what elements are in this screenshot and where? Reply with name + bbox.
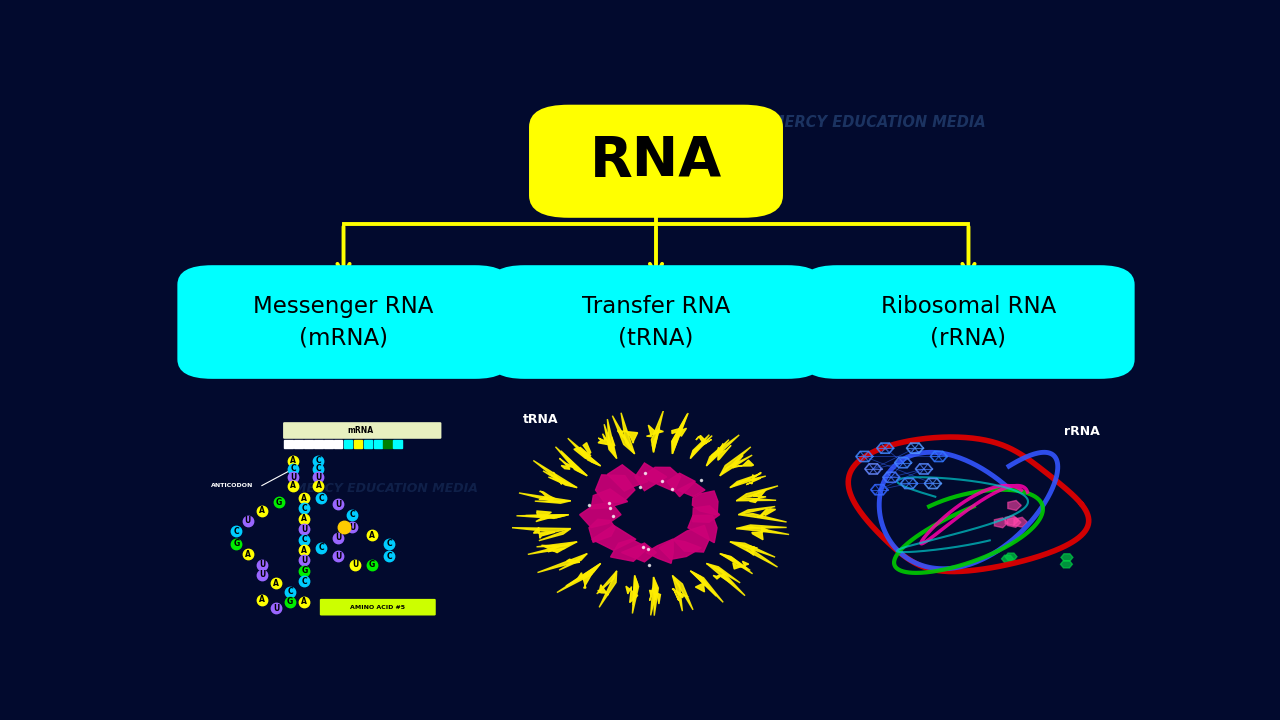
FancyBboxPatch shape <box>803 265 1134 379</box>
FancyBboxPatch shape <box>178 265 509 379</box>
Text: Transfer RNA
(tRNA): Transfer RNA (tRNA) <box>582 294 730 349</box>
FancyBboxPatch shape <box>490 265 822 379</box>
Text: Messenger RNA
(mRNA): Messenger RNA (mRNA) <box>253 294 434 349</box>
Text: MERCY EDUCATION MEDIA: MERCY EDUCATION MEDIA <box>771 115 986 130</box>
Text: MERCY EDUCATION MEDIA: MERCY EDUCATION MEDIA <box>294 482 477 495</box>
Text: Ribosomal RNA
(rRNA): Ribosomal RNA (rRNA) <box>881 294 1056 349</box>
Text: RNA: RNA <box>590 134 722 188</box>
FancyBboxPatch shape <box>529 104 783 217</box>
